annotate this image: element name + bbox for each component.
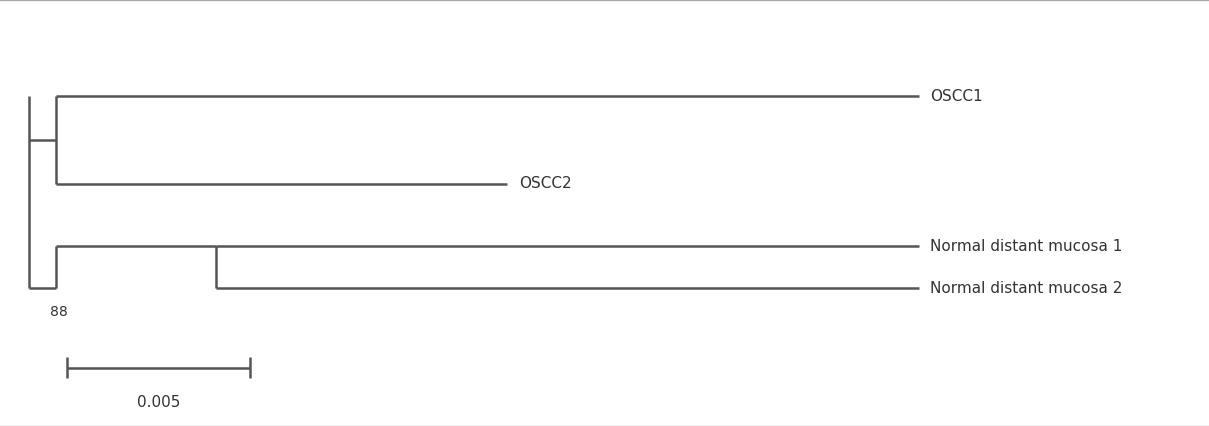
Text: OSCC2: OSCC2	[519, 176, 572, 191]
Text: 0.005: 0.005	[137, 394, 180, 410]
Text: Normal distant mucosa 2: Normal distant mucosa 2	[931, 281, 1123, 296]
Text: OSCC1: OSCC1	[931, 89, 983, 104]
Text: 88: 88	[50, 305, 68, 319]
Text: Normal distant mucosa 1: Normal distant mucosa 1	[931, 239, 1123, 254]
